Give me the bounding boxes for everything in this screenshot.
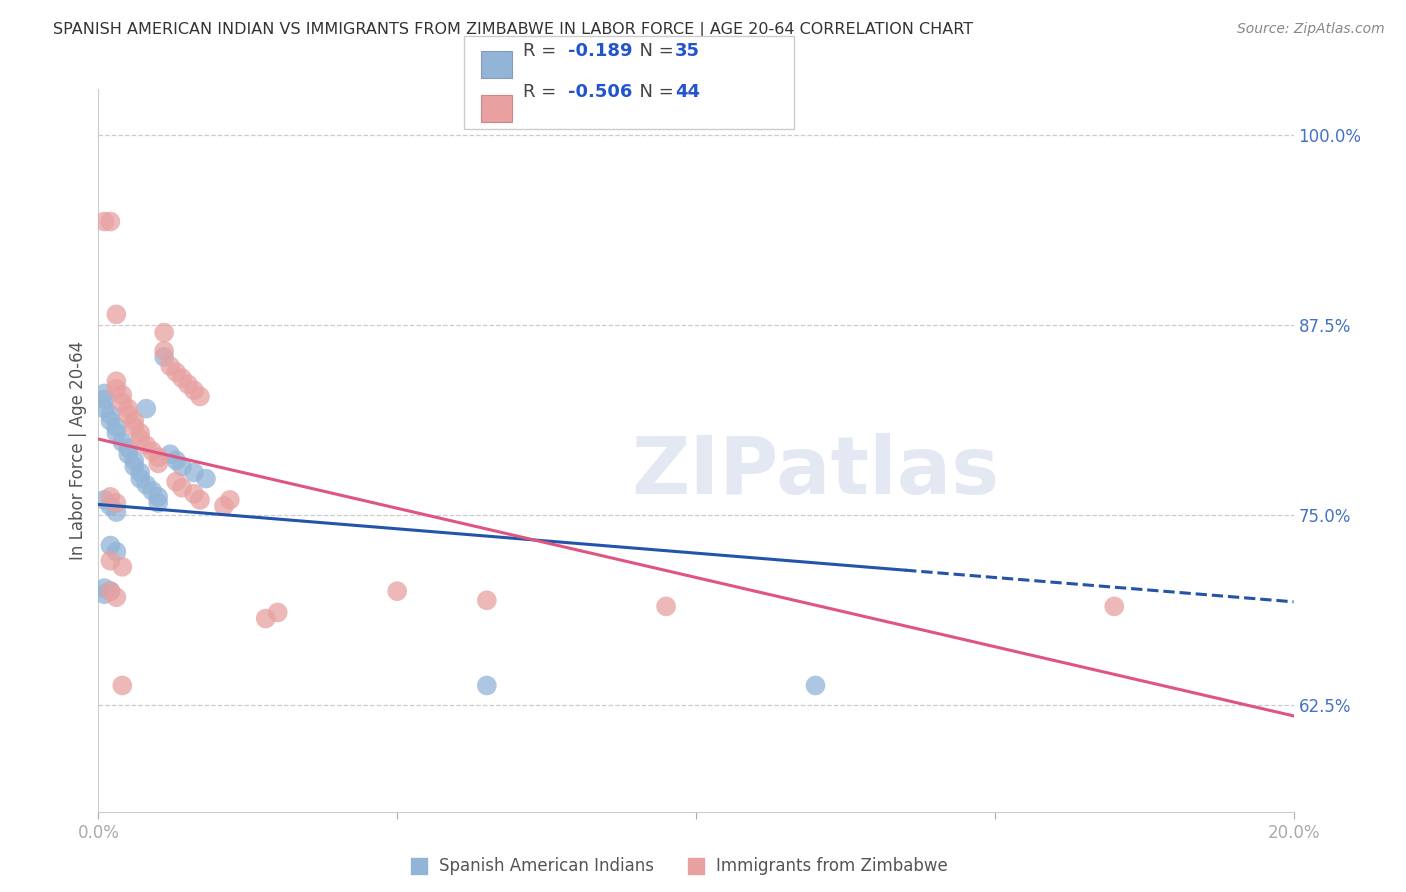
Point (98, 554, 122, 568)
Point (129, 472, 152, 486)
Point (153, 343, 176, 358)
Point (111, 559, 134, 574)
Point (117, 401, 139, 416)
Point (135, 401, 157, 416)
Y-axis label: In Labor Force | Age 20-64: In Labor Force | Age 20-64 (69, 341, 87, 560)
Point (159, 359, 181, 373)
Point (105, 591, 128, 605)
Point (93, 581, 115, 595)
Point (172, 371, 194, 385)
Point (93, 214, 115, 228)
Point (129, 432, 152, 446)
Point (93, 386, 115, 401)
Point (98, 499, 122, 513)
Point (172, 481, 194, 495)
Point (105, 382, 128, 396)
Point (159, 447, 181, 461)
Text: Source: ZipAtlas.com: Source: ZipAtlas.com (1237, 22, 1385, 37)
Point (93, 587, 115, 601)
Point (98, 584, 122, 599)
Point (172, 459, 194, 474)
Point (117, 441, 139, 455)
Text: -0.189: -0.189 (568, 42, 633, 61)
Point (135, 438, 157, 452)
Point (475, 593, 498, 607)
Point (93, 392, 115, 407)
Point (183, 487, 205, 501)
Point (105, 496, 128, 510)
Point (141, 483, 163, 498)
Point (177, 377, 200, 392)
Point (254, 611, 277, 625)
Point (183, 466, 205, 480)
Point (148, 496, 170, 510)
Point (165, 475, 187, 489)
Point (111, 395, 134, 409)
Point (111, 388, 134, 402)
Point (195, 472, 218, 486)
Point (105, 505, 128, 519)
Text: R =: R = (523, 42, 562, 61)
Text: N =: N = (628, 42, 681, 61)
Point (475, 678, 498, 692)
Point (124, 414, 146, 428)
Point (93, 401, 115, 416)
Point (98, 539, 122, 553)
Point (183, 384, 205, 398)
Point (267, 606, 290, 620)
Point (117, 447, 139, 461)
Point (188, 389, 211, 403)
Point (804, 678, 827, 692)
Point (124, 453, 146, 467)
Point (124, 459, 146, 474)
Point (165, 453, 187, 467)
Point (153, 350, 176, 364)
Point (105, 420, 128, 434)
Text: -0.506: -0.506 (568, 83, 633, 101)
Point (141, 444, 163, 458)
Point (1104, 599, 1126, 614)
Point (165, 365, 187, 379)
Point (148, 456, 170, 470)
Point (98, 214, 122, 228)
Point (111, 435, 134, 450)
Point (98, 408, 122, 422)
Point (385, 584, 409, 599)
Point (105, 425, 128, 440)
Point (212, 499, 235, 513)
Point (98, 490, 122, 504)
Text: R =: R = (523, 83, 562, 101)
Point (135, 477, 157, 491)
Point (117, 408, 139, 422)
Point (93, 492, 115, 507)
Point (129, 466, 152, 480)
Point (153, 326, 176, 340)
Point (148, 490, 170, 504)
Point (105, 374, 128, 388)
Point (111, 678, 134, 692)
Point (124, 420, 146, 434)
Point (98, 584, 122, 599)
Text: 44: 44 (675, 83, 700, 101)
Point (105, 544, 128, 558)
Point (188, 492, 211, 507)
Text: Immigrants from Zimbabwe: Immigrants from Zimbabwe (716, 857, 948, 875)
Point (655, 599, 678, 614)
Text: SPANISH AMERICAN INDIAN VS IMMIGRANTS FROM ZIMBABWE IN LABOR FORCE | AGE 20-64 C: SPANISH AMERICAN INDIAN VS IMMIGRANTS FR… (53, 22, 973, 38)
Point (148, 450, 170, 465)
Point (219, 492, 242, 507)
Point (129, 425, 152, 440)
Point (105, 307, 128, 321)
Text: N =: N = (628, 83, 681, 101)
Text: ZIPatlas: ZIPatlas (631, 434, 1000, 511)
Point (98, 414, 122, 428)
Text: 35: 35 (675, 42, 700, 61)
Text: Spanish American Indians: Spanish American Indians (439, 857, 654, 875)
